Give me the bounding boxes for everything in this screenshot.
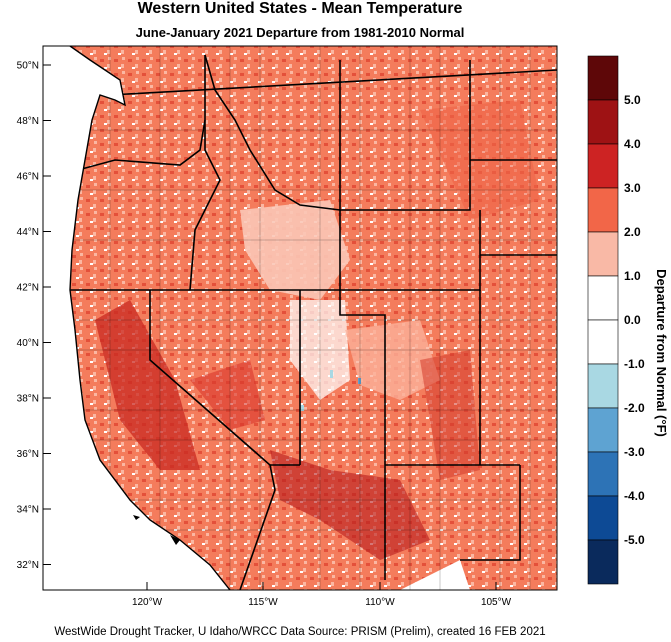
lat-tick-label: 34°N xyxy=(17,505,39,516)
colorbar-segment xyxy=(587,55,619,101)
colorbar-label: -3.0 xyxy=(624,445,645,459)
lon-tick-label: 115°W xyxy=(248,597,278,608)
lon-tick-label: 120°W xyxy=(132,597,163,608)
colorbar-label: 0.0 xyxy=(624,313,641,327)
colorbar-label: 3.0 xyxy=(624,181,641,195)
lat-tick-label: 42°N xyxy=(17,283,39,294)
lat-tick-label: 44°N xyxy=(17,227,39,238)
lon-tick-label: 110°W xyxy=(365,597,395,608)
colorbar-segment xyxy=(587,319,619,365)
colorbar-segment xyxy=(587,187,619,233)
colorbar-label: 2.0 xyxy=(624,225,641,239)
county-lines xyxy=(60,46,557,590)
lat-tick-label: 36°N xyxy=(17,449,39,460)
lon-tick-label: 105°W xyxy=(481,597,512,608)
colorbar-label: 1.0 xyxy=(624,269,641,283)
map-frame xyxy=(42,45,558,591)
colorbar-segment xyxy=(587,143,619,189)
colorbar-label: 5.0 xyxy=(624,93,641,107)
colorbar-label: -4.0 xyxy=(624,489,645,503)
colorbar-segment xyxy=(587,495,619,541)
credit-line: WestWide Drought Tracker, U Idaho/WRCC D… xyxy=(54,626,546,638)
colorbar-label: -1.0 xyxy=(624,357,645,371)
map-subtitle: June-January 2021 Departure from 1981-20… xyxy=(135,25,465,40)
lat-tick-label: 40°N xyxy=(17,338,39,349)
colorbar-segment xyxy=(587,99,619,145)
latitude-axis: 50°N 48°N 46°N 44°N 42°N 40°N 38°N 36°N 34°N 32°N xyxy=(17,61,51,571)
colorbar-segment xyxy=(587,363,619,409)
colorbar-label: -2.0 xyxy=(624,401,645,415)
lat-tick-label: 48°N xyxy=(17,116,39,127)
colorbar-label: -5.0 xyxy=(624,533,645,547)
lat-tick-label: 32°N xyxy=(17,560,39,571)
state-boundaries xyxy=(70,54,557,590)
colorbar-label: 4.0 xyxy=(624,137,641,151)
colorbar: 5.0 4.0 3.0 2.0 1.0 0.0 -1.0 -2.0 -3.0 -4.0 -5.0 xyxy=(587,55,645,585)
colorbar-segment xyxy=(587,407,619,453)
colorbar-segment xyxy=(587,275,619,321)
map-title: Western United States - Mean Temperature xyxy=(137,0,463,17)
colorbar-segment xyxy=(587,231,619,277)
longitude-axis: 120°W 115°W 110°W 105°W xyxy=(132,582,512,608)
lat-tick-label: 46°N xyxy=(17,172,39,183)
lat-tick-label: 50°N xyxy=(17,61,39,72)
colorbar-segment xyxy=(587,539,619,585)
map-panel xyxy=(43,46,557,590)
colorbar-segment xyxy=(587,451,619,497)
colorbar-title: Departure from Normal (°F) xyxy=(654,269,669,437)
lat-tick-label: 38°N xyxy=(17,394,39,405)
